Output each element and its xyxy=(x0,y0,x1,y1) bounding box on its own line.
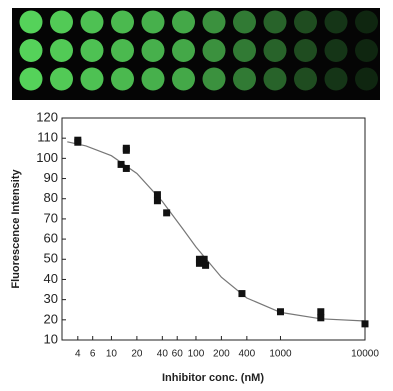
data-point xyxy=(200,255,208,263)
data-point xyxy=(153,197,161,205)
well xyxy=(263,67,287,91)
data-point xyxy=(195,259,203,267)
well-grid xyxy=(19,10,378,91)
well xyxy=(324,10,348,34)
well xyxy=(111,10,134,34)
well xyxy=(172,67,195,91)
well xyxy=(263,10,287,34)
well xyxy=(263,39,287,62)
y-tick-label: 120 xyxy=(36,109,58,124)
well xyxy=(233,39,256,62)
well xyxy=(19,39,43,62)
data-point xyxy=(122,144,130,152)
y-tick-label: 80 xyxy=(44,190,58,205)
data-point xyxy=(317,308,325,316)
y-tick-label: 110 xyxy=(37,130,58,145)
y-tick-label: 10 xyxy=(44,331,58,346)
y-axis-title: Fluorescence Intensity xyxy=(10,169,22,289)
well xyxy=(294,67,317,91)
x-tick-label: 10 xyxy=(106,349,118,360)
y-tick-label: 100 xyxy=(36,150,58,165)
well xyxy=(19,67,43,91)
x-tick-label: 200 xyxy=(213,349,230,360)
well xyxy=(355,67,378,91)
data-point xyxy=(238,290,246,298)
well xyxy=(141,10,165,34)
well xyxy=(50,39,73,62)
data-point xyxy=(317,314,325,322)
data-point xyxy=(202,261,210,269)
well xyxy=(355,10,378,34)
x-tick-label: 20 xyxy=(131,349,143,360)
well xyxy=(355,39,378,62)
well xyxy=(50,67,73,91)
data-point xyxy=(153,191,161,199)
x-tick-label: 1000 xyxy=(269,349,292,360)
well xyxy=(324,39,348,62)
x-tick-label: 4 xyxy=(75,349,81,360)
y-tick-label: 50 xyxy=(44,251,58,266)
data-point xyxy=(117,160,125,168)
y-tick-label: 70 xyxy=(44,210,58,225)
y-tick-label: 90 xyxy=(44,170,58,185)
y-tick-label: 60 xyxy=(44,231,58,246)
well xyxy=(80,10,104,34)
well xyxy=(172,39,195,62)
y-tick-label: 40 xyxy=(44,271,58,286)
x-tick-label: 40 xyxy=(157,349,169,360)
x-axis-title: Inhibitor conc. (nM) xyxy=(162,372,264,384)
well xyxy=(19,10,43,34)
x-tick-label: 6 xyxy=(90,349,96,360)
x-tick-label: 400 xyxy=(239,349,256,360)
x-tick-label: 60 xyxy=(172,349,184,360)
data-point xyxy=(74,136,82,144)
data-point xyxy=(195,255,203,263)
well xyxy=(294,39,317,62)
x-tick-label: 100 xyxy=(188,349,205,360)
well xyxy=(141,39,165,62)
data-point xyxy=(361,320,369,328)
y-tick-label: 20 xyxy=(44,311,58,326)
well xyxy=(172,10,195,34)
well xyxy=(294,10,317,34)
well xyxy=(50,10,73,34)
fit-curve xyxy=(67,141,366,322)
well xyxy=(111,39,134,62)
y-tick-label: 30 xyxy=(44,291,58,306)
plot-frame xyxy=(61,117,366,341)
well xyxy=(324,67,348,91)
x-tick-label: 10000 xyxy=(351,349,379,360)
well xyxy=(233,67,256,91)
well xyxy=(80,67,104,91)
data-point xyxy=(122,164,130,172)
data-point xyxy=(276,308,284,316)
well xyxy=(141,67,165,91)
well xyxy=(202,67,226,91)
well xyxy=(111,67,134,91)
well xyxy=(233,10,256,34)
well xyxy=(80,39,104,62)
well xyxy=(202,39,226,62)
well xyxy=(202,10,226,34)
data-point xyxy=(163,209,171,217)
plate-image xyxy=(12,8,380,100)
